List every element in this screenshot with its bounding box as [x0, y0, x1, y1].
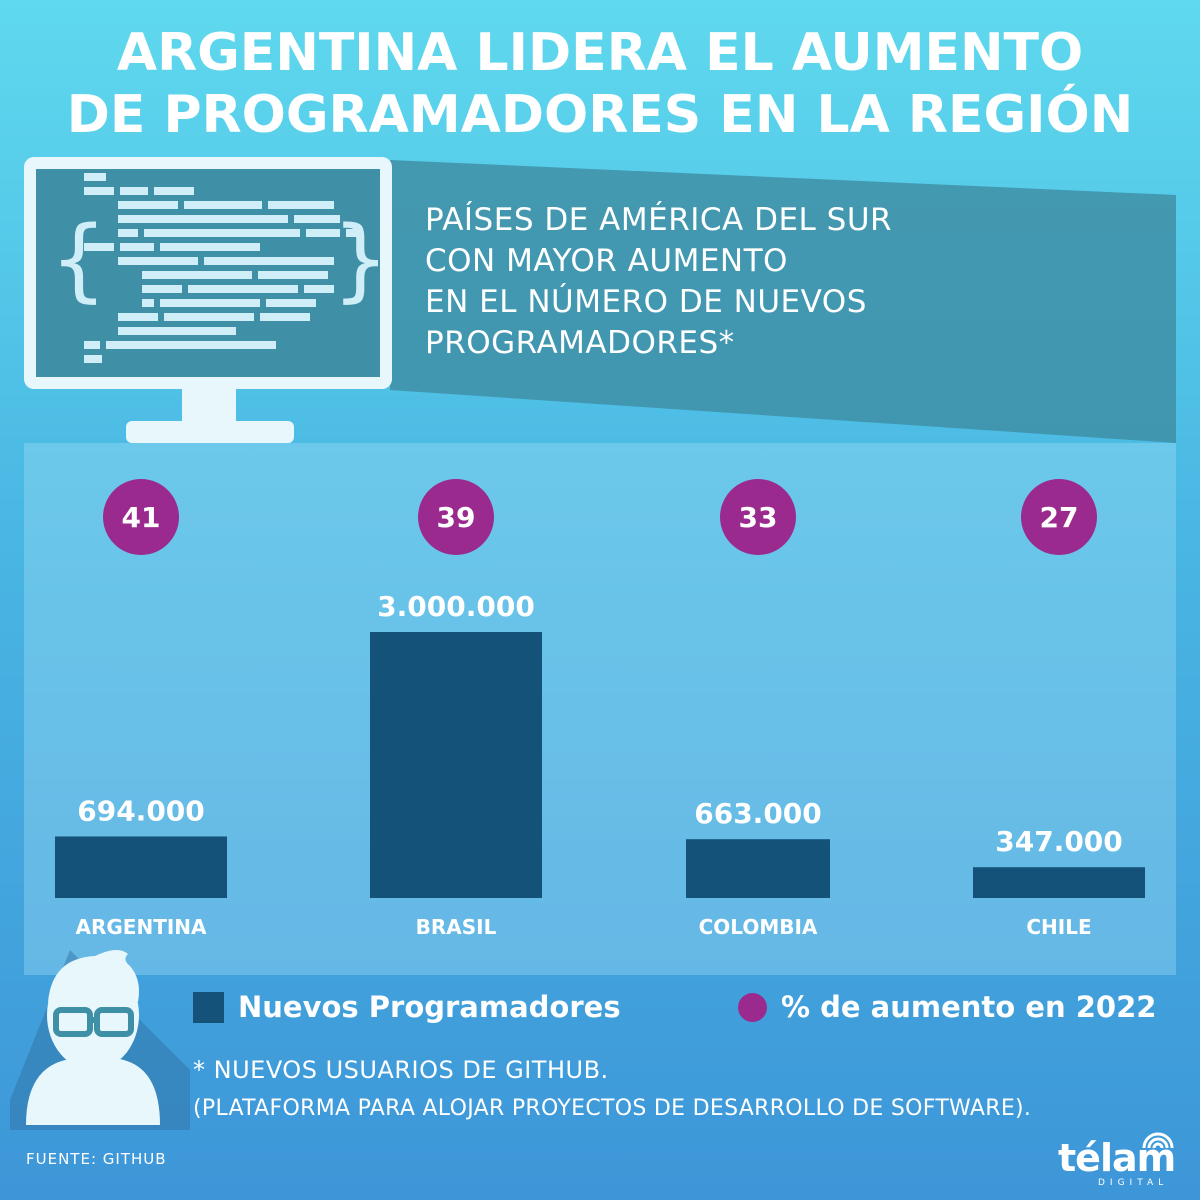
- svg-text:}: }: [332, 207, 389, 312]
- bar-chart: 694.000 ARGENTINA 41 3.000.000 BRASIL 39 663.0…: [55, 479, 1145, 939]
- logo-sub: DIGITAL: [1098, 1178, 1169, 1188]
- page-title: ARGENTINA LIDERA EL AUMENTO DE PROGRAMAD…: [0, 22, 1200, 146]
- chart-subtitle: PAÍSES DE AMÉRICA DEL SUR CON MAYOR AUME…: [425, 200, 1125, 364]
- footnote-line-2: (PLATAFORMA PARA ALOJAR PROYECTOS DE DES…: [193, 1096, 1032, 1121]
- category-label: ARGENTINA: [76, 915, 208, 939]
- percent-circle: [1021, 479, 1097, 555]
- bar-value-label: 3.000.000: [377, 590, 535, 623]
- percent-circle: [720, 479, 796, 555]
- bar-value-label: 663.000: [694, 797, 822, 830]
- bar-brasil: [370, 632, 542, 898]
- subtitle-line-1: PAÍSES DE AMÉRICA DEL SUR: [425, 202, 893, 238]
- subtitle-line-3: EN EL NÚMERO DE NUEVOS: [425, 284, 867, 320]
- category-label: COLOMBIA: [699, 915, 818, 939]
- percent-label: 33: [739, 501, 778, 534]
- title-line-1: ARGENTINA LIDERA EL AUMENTO: [116, 23, 1084, 83]
- category-label: BRASIL: [416, 915, 497, 939]
- monitor-code-icon: { }: [24, 157, 392, 443]
- wifi-signal-icon: [1142, 1132, 1174, 1149]
- percent-label: 27: [1040, 501, 1079, 534]
- bar-colombia: [686, 839, 830, 898]
- bar-value-label: 347.000: [995, 825, 1123, 858]
- svg-text:{: {: [50, 207, 107, 312]
- percent-label: 41: [122, 501, 161, 534]
- percent-circle: [418, 479, 494, 555]
- monitor-beam: [390, 160, 1176, 443]
- subtitle-line-2: CON MAYOR AUMENTO: [425, 243, 788, 279]
- legend-bar-swatch: [193, 991, 224, 1023]
- legend-bars: Nuevos Programadores: [193, 990, 621, 1024]
- legend-percent-label: % de aumento en 2022: [781, 990, 1157, 1024]
- percent-circle: [103, 479, 179, 555]
- programmer-avatar-icon: [10, 949, 190, 1130]
- legend-percent: % de aumento en 2022: [738, 990, 1156, 1024]
- subtitle-line-4: PROGRAMADORES*: [425, 325, 735, 361]
- bar-value-label: 694.000: [77, 794, 205, 827]
- chart-panel: 694.000 ARGENTINA 41 3.000.000 BRASIL 39 663.0…: [24, 443, 1176, 975]
- logo-name: télam: [1058, 1136, 1176, 1180]
- bar-chile: [973, 867, 1145, 898]
- title-line-2: DE PROGRAMADORES EN LA REGIÓN: [66, 85, 1134, 145]
- legend-percent-dot: [738, 992, 767, 1022]
- telam-logo: télam DIGITAL: [1058, 1128, 1183, 1188]
- category-label: CHILE: [1026, 915, 1091, 939]
- legend-bars-label: Nuevos Programadores: [238, 990, 621, 1024]
- footnote-line-1: * NUEVOS USUARIOS DE GITHUB.: [193, 1056, 609, 1084]
- source-label: FUENTE: GITHUB: [26, 1150, 167, 1168]
- percent-label: 39: [437, 501, 476, 534]
- bar-argentina: [55, 836, 227, 898]
